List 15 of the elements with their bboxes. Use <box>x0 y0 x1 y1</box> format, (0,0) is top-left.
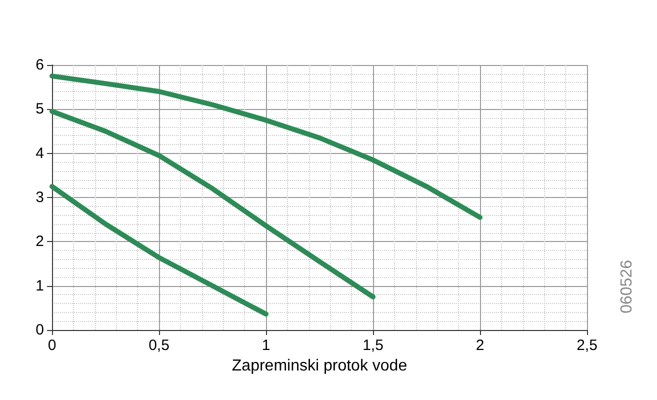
x-tick-label: 0 <box>48 337 56 354</box>
y-tick-label: 5 <box>36 100 44 118</box>
x-tick-label: 2,5 <box>576 337 598 354</box>
x-tick-label: 2 <box>476 337 484 354</box>
y-tick-label: 3 <box>36 189 44 206</box>
y-tick-label: 1 <box>36 277 44 294</box>
y-tick-label: 2 <box>36 233 44 250</box>
text: 060526 <box>618 260 636 314</box>
x-tick-label: 1 <box>262 337 270 354</box>
x-tick-label: 1,5 <box>362 337 384 354</box>
y-tick-label: 6 <box>36 56 44 74</box>
y-tick-label: 4 <box>36 144 44 162</box>
y-tick-label: 0 <box>36 322 44 338</box>
x-tick-label: 0,5 <box>148 337 170 354</box>
x-axis-title: Zapreminski protok vode <box>232 358 408 374</box>
